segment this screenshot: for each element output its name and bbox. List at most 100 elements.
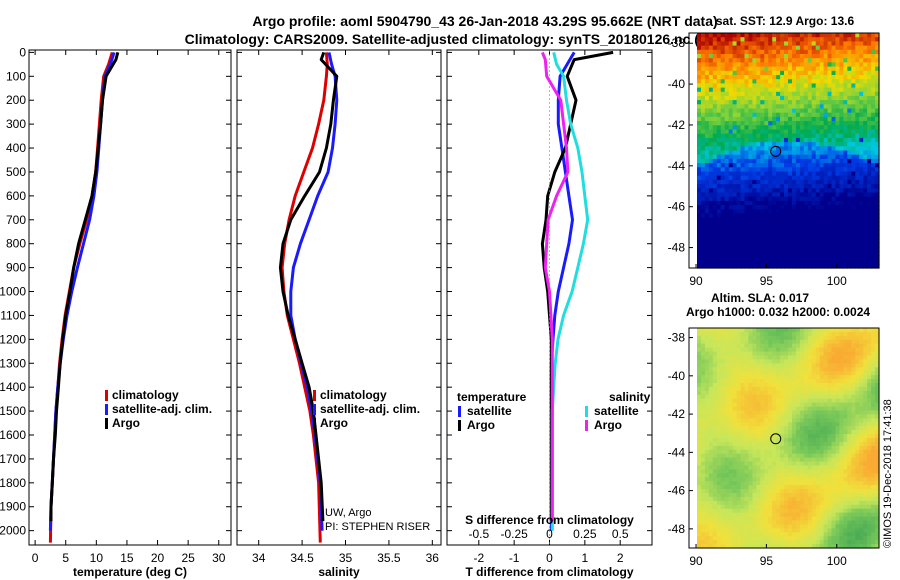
sla_map-cell (807, 363, 813, 368)
sst_map-cell (708, 142, 714, 147)
sst_map-cell (697, 41, 702, 47)
sla_map-cell (704, 363, 710, 368)
sla_map-cell (752, 379, 757, 384)
sla_map-cell (736, 445, 742, 451)
sla_map-cell (847, 394, 852, 400)
sst_map-cell (772, 112, 777, 118)
sla_map-cell (788, 394, 793, 400)
sst_map-cell (859, 238, 864, 244)
sst_map-cell (863, 121, 868, 126)
sst_map-cell (780, 146, 785, 152)
sst_map-cell (843, 87, 848, 93)
sla_map-cell (752, 496, 757, 502)
sst_map-cell (708, 154, 714, 160)
sst_map-cell (780, 79, 785, 84)
sst_map-cell (784, 196, 789, 202)
sst_map-cell (728, 196, 734, 202)
temperature-xtick-label: 5 (62, 551, 69, 565)
sla_map-cell (720, 331, 726, 337)
sla_map-cell (752, 359, 757, 364)
sst_map-cell (768, 226, 773, 231)
sst_map-cell (768, 196, 773, 202)
sla_map-cell (827, 477, 833, 482)
sst_map-cell (788, 154, 793, 160)
sst_map-cell (752, 75, 757, 80)
salinity-xtick-label: 34 (252, 551, 266, 565)
sst_map-cell (752, 133, 757, 139)
sst_map-cell (831, 133, 837, 139)
sst_map-cell (855, 87, 860, 93)
sla_map-cell (744, 434, 750, 439)
sst_map-cell (732, 192, 738, 198)
sst_map-cell (760, 230, 765, 235)
sst_map-cell (843, 70, 848, 76)
sst_map-cell (756, 154, 761, 160)
sst_map-cell (748, 137, 753, 143)
sst_map-cell (732, 188, 738, 194)
sla_map-cell (748, 438, 753, 443)
sst_map-cell (795, 192, 801, 198)
sst_map-cell (772, 95, 777, 101)
sla_map-cell (792, 363, 797, 368)
sst_map-cell (863, 150, 868, 156)
sla_map-cell (799, 371, 805, 376)
sst_map-cell (720, 45, 726, 51)
sla_map-cell (728, 465, 734, 470)
sla_map-cell (859, 449, 864, 455)
sla_map-cell (716, 335, 722, 341)
sla_map-cell (795, 328, 801, 333)
sla_map-cell (697, 504, 702, 510)
sst_map-cell (708, 192, 714, 198)
sst_map-cell (784, 247, 789, 252)
sla_map-cell (859, 426, 864, 431)
sla_map-cell (863, 485, 868, 490)
sst_map-cell (795, 133, 801, 139)
sst_map-cell (799, 58, 805, 63)
sst_map-cell (859, 49, 864, 55)
sla_map-cell (776, 383, 781, 388)
sst_map-cell (716, 79, 722, 84)
sst_map-cell (807, 58, 813, 63)
sla_map-cell (704, 461, 710, 467)
sla_map-cell (768, 473, 773, 478)
salinity-xtick-label: 35.5 (377, 551, 401, 565)
sst_map-cell (772, 230, 777, 235)
sla_map-cell (716, 477, 722, 482)
sst_map-ytick-label: -48 (668, 241, 686, 255)
sla_map-cell (784, 328, 789, 333)
difference-s-xlabel: S difference from climatology (465, 513, 634, 527)
sst_map-cell (756, 104, 761, 110)
sla_map-cell (819, 363, 825, 368)
sst_map-cell (839, 33, 844, 38)
sla_map-cell (728, 398, 734, 404)
sst_map-cell (704, 37, 710, 42)
sla_map-cell (740, 339, 746, 345)
sla_map-cell (823, 481, 829, 486)
sst_map-cell (756, 66, 761, 72)
sst_map-cell (701, 188, 706, 194)
sla_map-cell (851, 328, 856, 333)
sst_map-cell (744, 188, 750, 194)
sst_map-cell (803, 133, 809, 139)
sst_map-cell (724, 226, 730, 231)
sla_map-cell (772, 477, 777, 482)
sla_map-cell (724, 379, 730, 384)
sst_map-cell (823, 175, 829, 181)
sla_map-cell (875, 418, 880, 423)
sla_map-cell (752, 473, 757, 478)
sla_map-cell (697, 445, 702, 451)
sla_map-cell (736, 347, 742, 353)
sla_map-cell (697, 414, 702, 419)
sla_map-cell (815, 418, 821, 423)
sla_map-cell (843, 359, 848, 364)
sst_map-cell (772, 163, 777, 168)
sst_map-cell (716, 209, 722, 215)
sst_map-cell (784, 263, 789, 269)
sla_map-cell (748, 441, 753, 447)
sst_map-cell (835, 163, 841, 168)
sst_map-cell (823, 137, 829, 143)
sla_map-cell (720, 422, 726, 427)
sst_map-cell (701, 133, 706, 139)
sla_map-cell (752, 465, 757, 470)
sst_map-cell (795, 209, 801, 215)
